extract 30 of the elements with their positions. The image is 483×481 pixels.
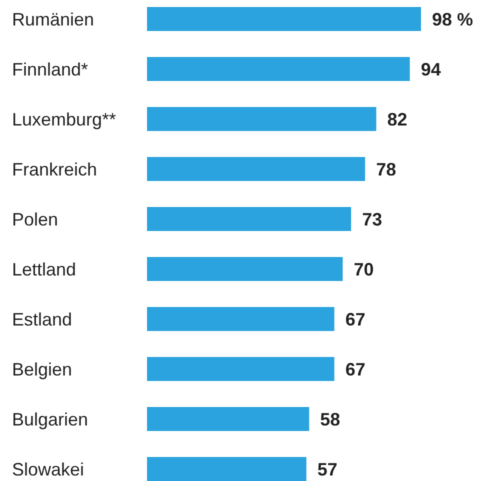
bar xyxy=(147,157,366,181)
y-tick-label: Rumänien xyxy=(12,9,94,30)
y-tick-label: Polen xyxy=(12,209,58,230)
bar xyxy=(147,207,352,231)
data-label: 67 xyxy=(345,359,366,380)
bar xyxy=(147,457,306,481)
bar xyxy=(147,407,310,431)
bar xyxy=(147,307,334,331)
y-tick-label: Frankreich xyxy=(12,159,98,180)
y-tick-label: Estland xyxy=(12,309,72,330)
data-label: 98 % xyxy=(432,9,474,30)
y-tick-label: Luxemburg** xyxy=(12,109,116,130)
bar xyxy=(147,7,421,31)
data-label: 73 xyxy=(362,209,382,230)
data-label: 82 xyxy=(387,109,408,130)
data-label: 70 xyxy=(354,259,374,280)
bar xyxy=(147,357,334,381)
y-tick-label: Finnland* xyxy=(12,59,88,80)
bar xyxy=(147,107,376,131)
data-label: 58 xyxy=(320,409,340,430)
y-tick-label: Lettland xyxy=(12,259,76,280)
bar xyxy=(147,257,343,281)
bar xyxy=(147,57,410,81)
y-tick-label: Belgien xyxy=(12,359,72,380)
data-label: 94 xyxy=(420,59,441,80)
data-label: 78 xyxy=(376,159,396,180)
data-label: 57 xyxy=(317,459,338,480)
y-tick-label: Slowakei xyxy=(12,459,84,480)
data-label: 67 xyxy=(345,309,366,330)
y-tick-label: Bulgarien xyxy=(12,409,88,430)
